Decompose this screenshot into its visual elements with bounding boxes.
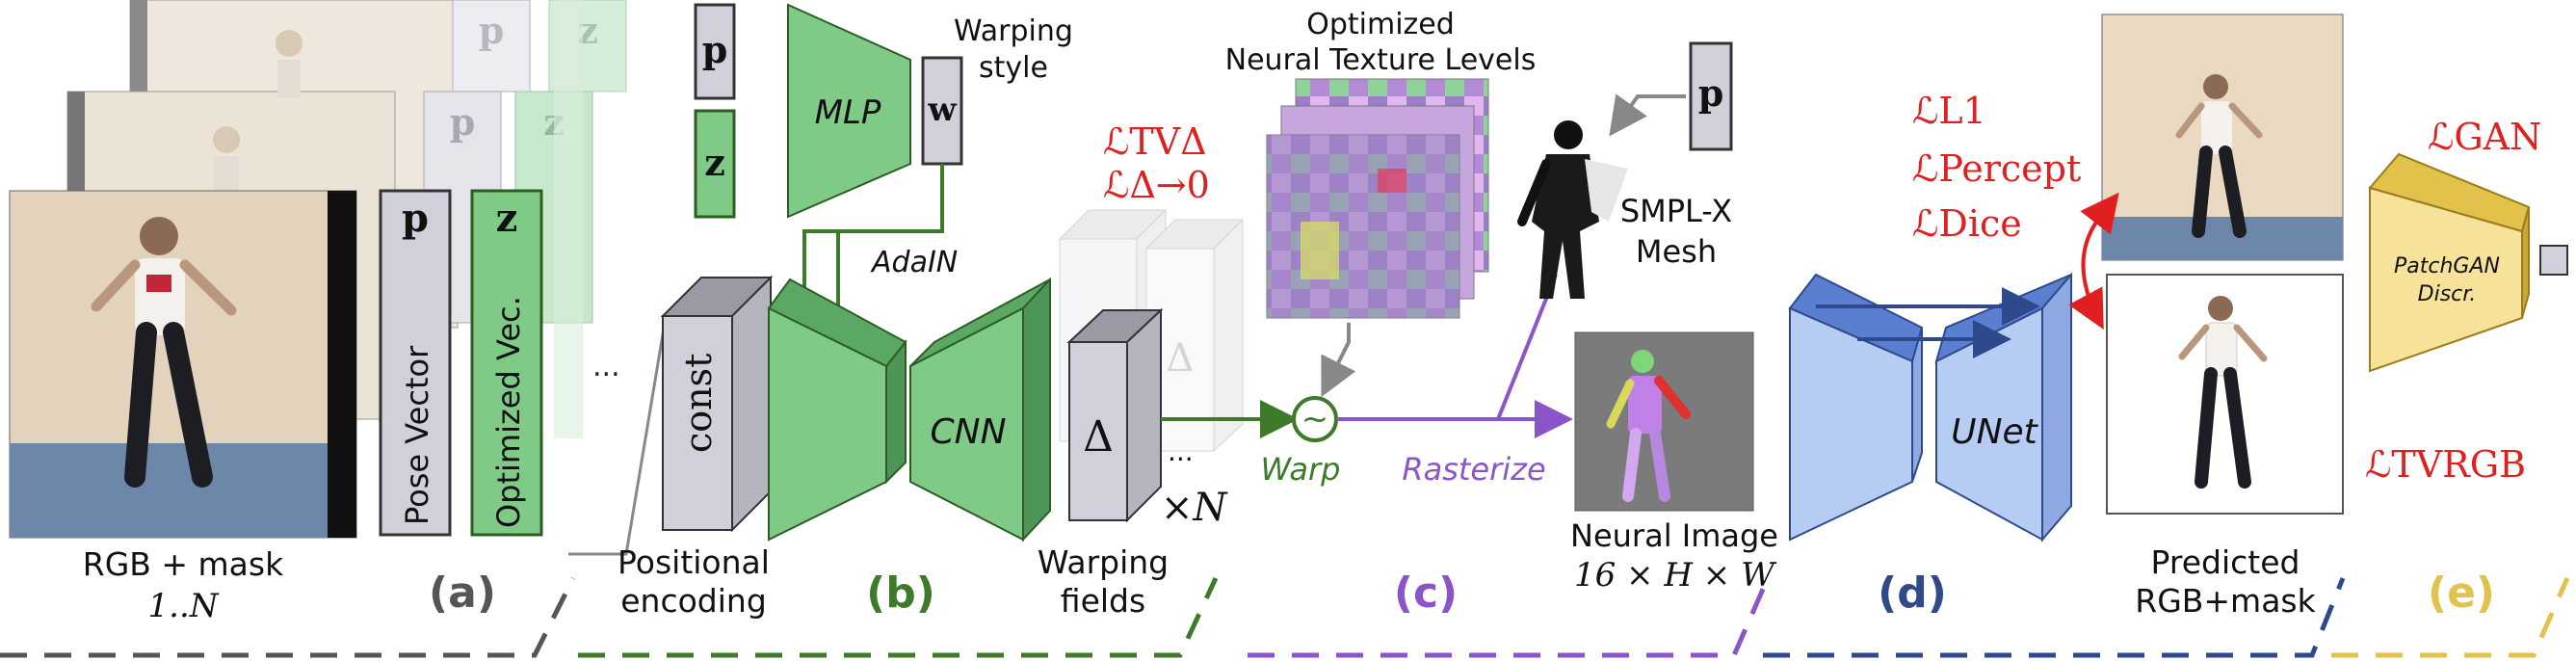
section-dividers [0,576,2570,658]
loss-l1: ℒL1 [1912,90,1986,132]
arrow-pose-to-mesh [1609,93,1686,137]
mesh-pose-box [1689,41,1733,151]
person-figure [91,217,237,488]
svg-text:Δ: Δ [1167,336,1195,381]
positional-encoding-line1: Positional [618,543,770,581]
loss-compare-arrow [2068,192,2119,330]
texture-title-line1: Optimized [1306,8,1455,41]
divider-c [1248,576,1771,658]
stage-label-c: (c) [1394,568,1458,618]
warping-field-block [1068,341,1128,521]
loss-delta-zero: ℒΔ→0 [1103,164,1210,206]
delta-symbol: Δ [1083,412,1114,462]
w-symbol: w [927,91,957,129]
unet-label: UNet [1951,412,2038,452]
divider-b [578,576,1219,658]
section-e: ℒGAN PatchGAN Discr. ℒTVRGB (e) [2365,116,2568,618]
patchgan-line2: Discr. [2418,282,2477,306]
rasterize-label: Rasterize [1402,451,1545,488]
smplx-mesh [1517,120,1628,299]
faded-pose-symbol-2: p [450,100,476,144]
warping-fields-line2: fields [1061,582,1145,620]
pose-symbol: p [402,196,429,241]
section-b: p z MLP w Warping style AdaIN const Posi… [618,3,1245,620]
adain-label: AdaIN [870,246,958,279]
optimized-vec-box [470,189,543,537]
mlp-block [787,3,911,219]
warp-ellipsis: ... [1168,436,1194,467]
range-label: 1..N [148,587,220,625]
smplx-line1: SMPL-X [1620,193,1732,229]
adain-arrow-1 [819,164,944,359]
warping-style-line1: Warping [954,14,1073,48]
optimized-vec-label: Optimized Vec. [490,296,527,528]
warp-label: Warp [1261,451,1341,488]
stage-label-a: (a) [429,568,496,618]
predicted-person-mask [2178,296,2268,489]
section-d: UNet ℒL1 ℒPercept ℒDice Predicted RGB+ma… [1788,13,2344,620]
pose-vector-label: Pose Vector [399,345,435,525]
pose-vector-box [379,189,452,537]
warping-fields-line1: Warping [1038,543,1169,581]
mlp-latent-symbol: z [704,141,725,184]
rgb-mask-label: RGB + mask [83,545,284,583]
divider-d [1763,577,2346,658]
predicted-line1: Predicted [2151,543,2300,581]
loss-tv-rgb: ℒTVRGB [2365,443,2526,486]
faded-pose-symbol: p [479,9,505,52]
positional-encoding-line2: encoding [620,582,767,620]
divider-a [0,576,576,658]
times-n-label: ×N [1161,486,1229,530]
mlp-label: MLP [815,93,881,132]
neural-image-line1: Neural Image [1570,517,1778,554]
mesh-pose-symbol: p [1698,71,1724,115]
predicted-person-rgb [2175,74,2263,238]
warping-style-line2: style [979,51,1048,85]
cnn-label: CNN [931,412,1007,452]
stage-label-e: (e) [2428,568,2495,618]
predicted-line2: RGB+mask [2135,582,2316,620]
divider-e [2331,576,2570,658]
neural-image-line2: 16 × H × W [1574,556,1777,595]
mlp-pose-box [694,3,736,100]
loss-dice: ℒDice [1912,202,2022,245]
stage-label-b: (b) [866,568,935,618]
arrow-texture-to-warp [1321,323,1356,398]
smplx-line2: Mesh [1636,233,1717,270]
photo-floor [10,443,356,538]
section-a: p z p z p Pose Vector z Optimized Vec. .… [9,0,627,625]
warp-symbol: ~ [1301,400,1329,438]
const-block [662,315,733,531]
loss-gan: ℒGAN [2428,116,2541,158]
warp-node [1292,396,1338,442]
patchgan-line1: PatchGAN [2394,254,2500,278]
discriminator-output [2539,245,2568,276]
section-c: Optimized Neural Texture Levels ℒTVΔ ℒΔ→… [1103,8,1778,618]
mlp-pose-symbol: p [702,28,728,71]
latent-symbol: z [496,196,518,241]
stack-ellipsis: ... [592,350,620,383]
connector-vectors [568,322,667,556]
mlp-latent-box [694,109,736,219]
neural-figure [1606,350,1691,502]
const-label: const [677,354,720,453]
stage-label-d: (d) [1878,568,1947,618]
loss-percept: ℒPercept [1912,147,2081,190]
texture-title-line2: Neural Texture Levels [1225,43,1537,77]
loss-tv-delta: ℒTVΔ [1103,120,1207,163]
